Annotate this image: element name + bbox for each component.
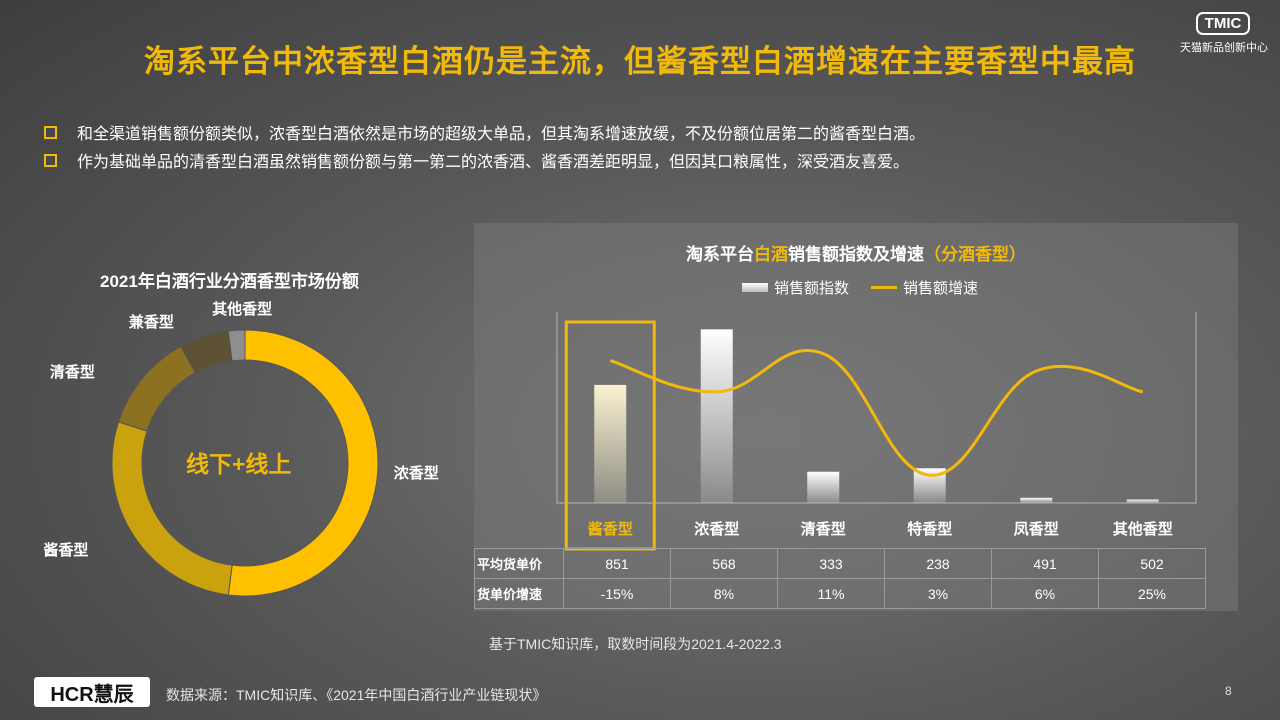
- table-cell: 851: [563, 548, 671, 579]
- table-cell: 502: [1098, 548, 1206, 579]
- legend-line-swatch: [871, 286, 898, 289]
- donut-slice-label: 其他香型: [212, 301, 273, 319]
- bar-chart-title-highlight: 白酒: [754, 245, 788, 264]
- donut-chart-title: 2021年白酒行业分酒香型市场份额: [100, 272, 359, 291]
- bullet-item: 和全渠道销售额份额类似，浓香型白酒依然是市场的超级大单品，但其淘系增速放缓，不及…: [44, 118, 925, 146]
- bar-chart-title: 淘系平台白酒销售额指数及增速（分酒香型）: [474, 240, 1238, 265]
- donut-slice: [227, 329, 379, 597]
- tmic-logo-subtitle: 天猫新品创新中心: [1180, 42, 1268, 54]
- table-cell: 6%: [991, 578, 1099, 609]
- tmic-logo-mark: TMIC: [1195, 12, 1251, 35]
- bullet-square-icon: [44, 125, 57, 139]
- table-cell: 568: [670, 548, 778, 579]
- page-title: 淘系平台中浓香型白酒仍是主流，但酱香型白酒增速在主要香型中最高: [144, 44, 1136, 79]
- bullet-text: 和全渠道销售额份额类似，浓香型白酒依然是市场的超级大单品，但其淘系增速放缓，不及…: [77, 126, 926, 143]
- donut-slice: [227, 329, 246, 362]
- table-cell: 3%: [884, 578, 992, 609]
- table-cell: -15%: [563, 578, 671, 609]
- table-cell: 25%: [1098, 578, 1206, 609]
- bar-chart-title-highlight: （分酒香型）: [924, 245, 1026, 264]
- legend-bar-swatch: [742, 283, 768, 292]
- page-number: 8: [1225, 684, 1232, 698]
- donut-chart-svg: [111, 329, 379, 597]
- bar-chart-title-part: 销售额指数及增速: [788, 245, 924, 264]
- donut-chart: 浓香型酱香型 清香型 兼香型 其他香型 线下+线上: [0, 0, 470, 720]
- hcr-logo: HCR慧辰: [34, 677, 150, 707]
- row-header: 平均货单价: [474, 548, 564, 579]
- price-table: 平均货单价 851 568 333 238 491 502 货单价增速 -15% 8% 11% 3% 6…: [474, 548, 1206, 609]
- table-cell: 238: [884, 548, 992, 579]
- donut-slice-label: 酱香型: [43, 541, 89, 559]
- legend-label-index: 销售额指数: [774, 280, 850, 297]
- tmic-logo: TMIC 天猫新品创新中心: [1180, 12, 1268, 55]
- data-note: 基于TMIC知识库，取数时间段为2021.4-2022.3: [489, 636, 782, 652]
- bullet-square-icon: [44, 153, 57, 167]
- bullet-text: 作为基础单品的清香型白酒虽然销售额份额与第一第二的浓香酒、酱香酒差距明显，但因其…: [77, 154, 910, 171]
- donut-slice-label: 兼香型: [128, 313, 174, 331]
- table-cell: 8%: [670, 578, 778, 609]
- row-header: 货单价增速: [474, 578, 564, 609]
- bar-chart-title-part: 淘系平台: [686, 245, 754, 264]
- donut-slice-label: 浓香型: [393, 464, 439, 482]
- table-cell: 333: [777, 548, 885, 579]
- chart-legend: 销售额指数 销售额增速: [742, 277, 978, 298]
- donut-slice: [117, 345, 197, 432]
- legend-label-growth: 销售额增速: [903, 280, 979, 297]
- table-cell: 11%: [777, 578, 885, 609]
- bullet-item: 作为基础单品的清香型白酒虽然销售额份额与第一第二的浓香酒、酱香酒差距明显，但因其…: [44, 146, 925, 174]
- table-row: 货单价增速 -15% 8% 11% 3% 6% 25%: [474, 578, 1206, 609]
- donut-center-label: 线下+线上: [186, 451, 292, 477]
- data-source: 数据来源：TMIC知识库、《2021年中国白酒行业产业链现状》: [166, 687, 547, 703]
- donut-slice-label: 清香型: [49, 364, 95, 382]
- table-row: 平均货单价 851 568 333 238 491 502: [474, 548, 1206, 579]
- table-cell: 491: [991, 548, 1099, 579]
- bullet-list: 和全渠道销售额份额类似，浓香型白酒依然是市场的超级大单品，但其淘系增速放缓，不及…: [44, 118, 925, 174]
